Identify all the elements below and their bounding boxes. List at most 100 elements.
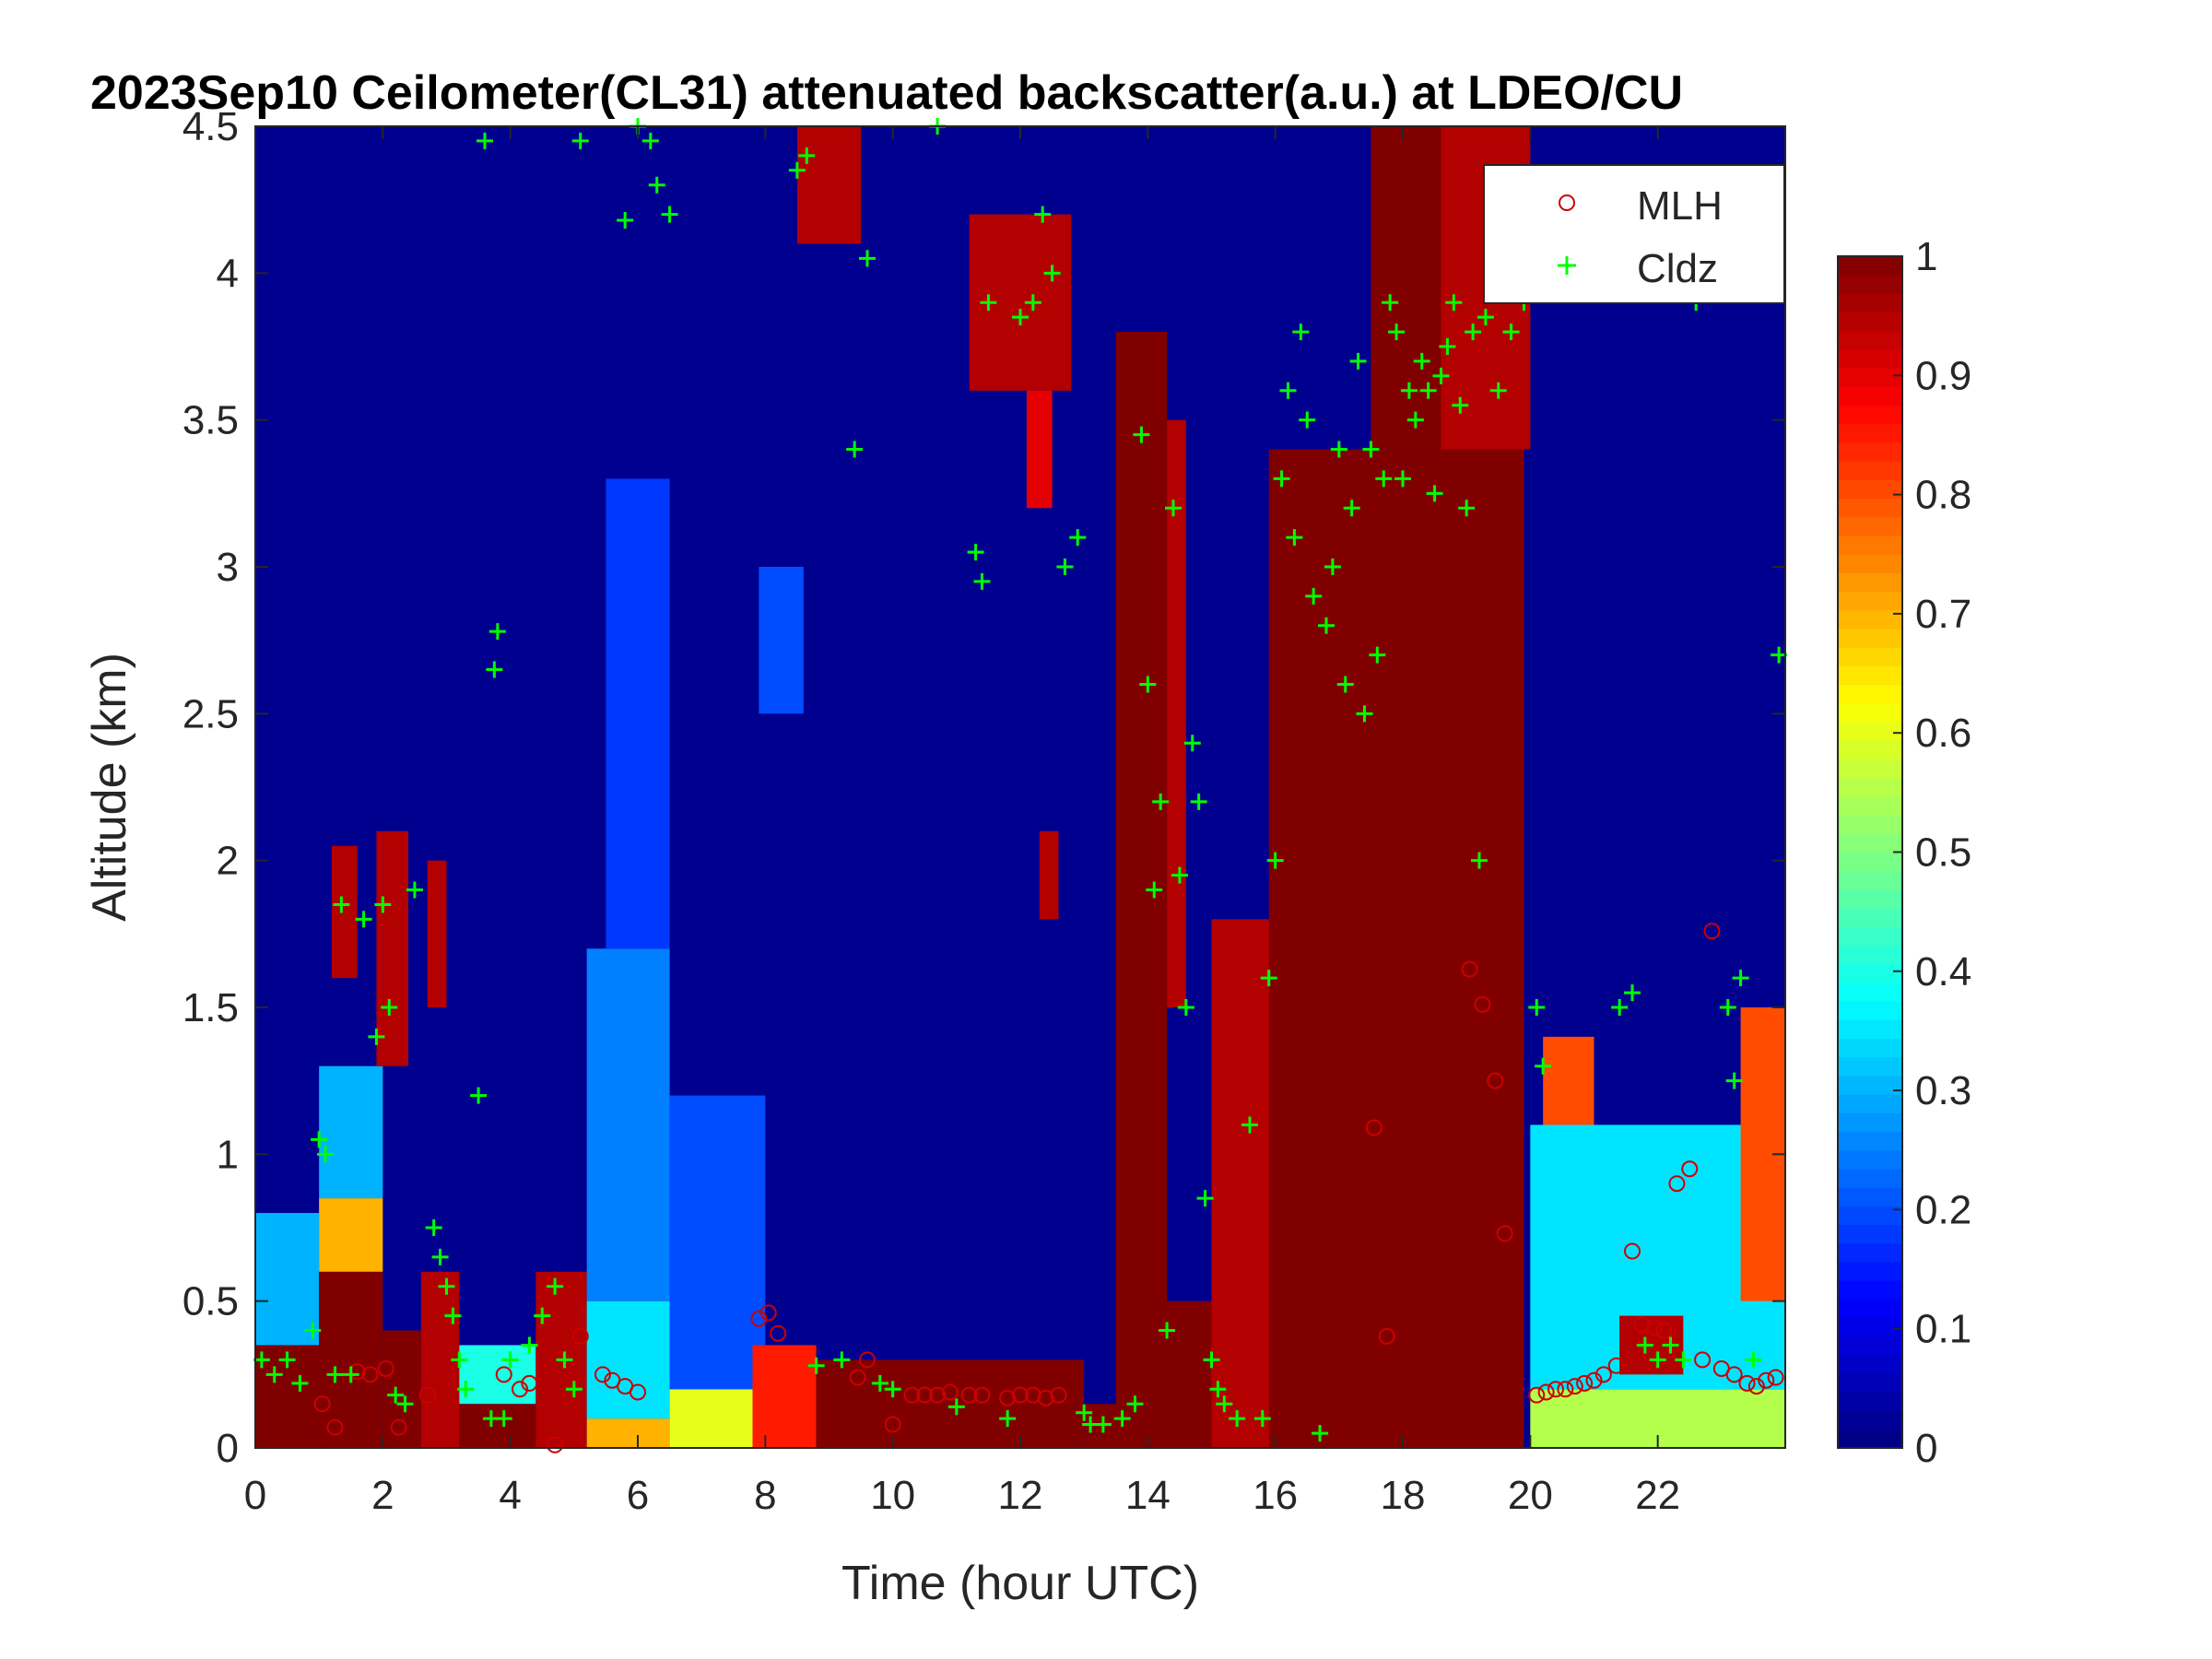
colorbar-tick-label: 1 (1915, 234, 1937, 279)
mlh-point (1050, 1386, 1067, 1404)
y-tick-label: 0 (217, 1426, 239, 1471)
cldz-point (1382, 294, 1399, 312)
cldz-point (1159, 1322, 1176, 1339)
cldz-point (1400, 382, 1418, 399)
mlh-point (916, 1386, 934, 1404)
cldz-point (1745, 1351, 1762, 1369)
cldz-point (1502, 324, 1520, 341)
cldz-point (1624, 984, 1641, 1002)
mlh-point (759, 1304, 777, 1322)
cldz-point (291, 1374, 309, 1392)
colorbar-step (1838, 740, 1902, 759)
colorbar-step (1838, 684, 1902, 704)
y-axis-label: Altitude (km) (83, 653, 136, 922)
cldz-point (451, 1351, 468, 1369)
mlh-point (884, 1416, 901, 1433)
colorbar-tick-label: 0.6 (1915, 711, 1971, 756)
colorbar-step (1838, 423, 1902, 443)
colorbar-step (1838, 1354, 1902, 1374)
legend-cldz-label: Cldz (1637, 246, 1718, 291)
legend-mlh-marker-icon (1559, 194, 1575, 211)
cldz-point (1719, 999, 1736, 1016)
mlh-point (629, 1383, 646, 1401)
cldz-point (444, 1307, 462, 1324)
cldz-point (1024, 294, 1041, 312)
cldz-point (477, 132, 493, 149)
colorbar-step (1838, 722, 1902, 741)
mlh-point (1738, 1374, 1756, 1392)
mlh-point (326, 1418, 344, 1436)
x-tick-label: 22 (1635, 1473, 1680, 1518)
colorbar-step (1838, 852, 1902, 872)
colorbar-step (1838, 647, 1902, 666)
colorbar-tick-label: 0.4 (1915, 949, 1971, 994)
colorbar-step (1838, 1001, 1902, 1020)
mlh-point (1576, 1374, 1594, 1392)
cldz-point (1324, 559, 1341, 575)
cldz-point (1675, 1351, 1692, 1369)
mlh-point (1633, 1316, 1651, 1334)
mlh-point (960, 1386, 978, 1404)
cldz-point (1362, 441, 1380, 458)
mlh-point (313, 1395, 331, 1413)
field-region-5 (332, 845, 358, 979)
cldz-point (1126, 1395, 1144, 1413)
cldz-point (1183, 735, 1201, 752)
colorbar-step (1838, 665, 1902, 686)
colorbar-step (1838, 1019, 1902, 1040)
colorbar-step (1838, 386, 1902, 406)
field-region-14 (586, 1300, 670, 1419)
mlh-point (1624, 1242, 1641, 1260)
field-region-1 (255, 1213, 320, 1346)
cldz-point (1171, 866, 1188, 884)
cldz-point (1388, 324, 1406, 341)
mlh-point (571, 1327, 589, 1345)
colorbar-step (1838, 479, 1902, 500)
colorbar-tick-label: 0 (1915, 1426, 1937, 1471)
x-tick-label: 16 (1253, 1473, 1298, 1518)
colorbar-step (1838, 275, 1902, 294)
colorbar-step (1838, 1056, 1902, 1077)
x-tick-label: 18 (1381, 1473, 1426, 1518)
cldz-point (1094, 1416, 1112, 1433)
cldz-point (1165, 500, 1182, 517)
colorbar-ticks: 0 0.1 0.2 0.3 0.4 0.5 0.6 0.7 0.8 0.9 1 (1893, 234, 1971, 1471)
cldz-point (1146, 881, 1163, 899)
y-tick-label: 4 (217, 251, 239, 296)
x-tick-label: 4 (499, 1473, 521, 1518)
cldz-point (1012, 309, 1029, 326)
colorbar-tick-label: 0.9 (1915, 353, 1971, 398)
cldz-point (1375, 470, 1393, 488)
mlh-point (999, 1389, 1017, 1406)
colorbar-step (1838, 1410, 1902, 1430)
cldz-point (1266, 852, 1284, 869)
colorbar-step (1838, 629, 1902, 648)
mlh-series (313, 923, 1784, 1453)
colorbar-step (1838, 330, 1902, 350)
colorbar-step (1838, 293, 1902, 313)
colorbar-step (1838, 702, 1902, 723)
cldz-point (438, 1277, 455, 1295)
cldz-point (1279, 382, 1297, 399)
plot-area (253, 118, 1788, 1453)
cldz-point (571, 132, 589, 149)
colorbar-step (1838, 1075, 1902, 1095)
colorbar-step (1838, 1094, 1902, 1113)
x-axis-label: Time (hour UTC) (841, 1557, 1199, 1610)
cldz-point (871, 1374, 888, 1392)
cldz-point (859, 250, 876, 267)
cldz-point (1419, 382, 1437, 399)
colorbar-step (1838, 609, 1902, 629)
mlh-point (1566, 1378, 1583, 1395)
colorbar-step (1838, 1206, 1902, 1226)
cldz-point (1292, 324, 1310, 341)
field-region-9 (427, 860, 447, 1007)
field-region-17 (669, 1389, 766, 1448)
cldz-point (833, 1351, 851, 1369)
colorbar-step (1838, 349, 1902, 369)
cldz-point (1216, 1395, 1233, 1413)
cldz-point (1477, 309, 1494, 326)
cldz-point (1152, 793, 1170, 810)
cldz-point (486, 661, 503, 678)
mlh-point (1024, 1386, 1041, 1404)
